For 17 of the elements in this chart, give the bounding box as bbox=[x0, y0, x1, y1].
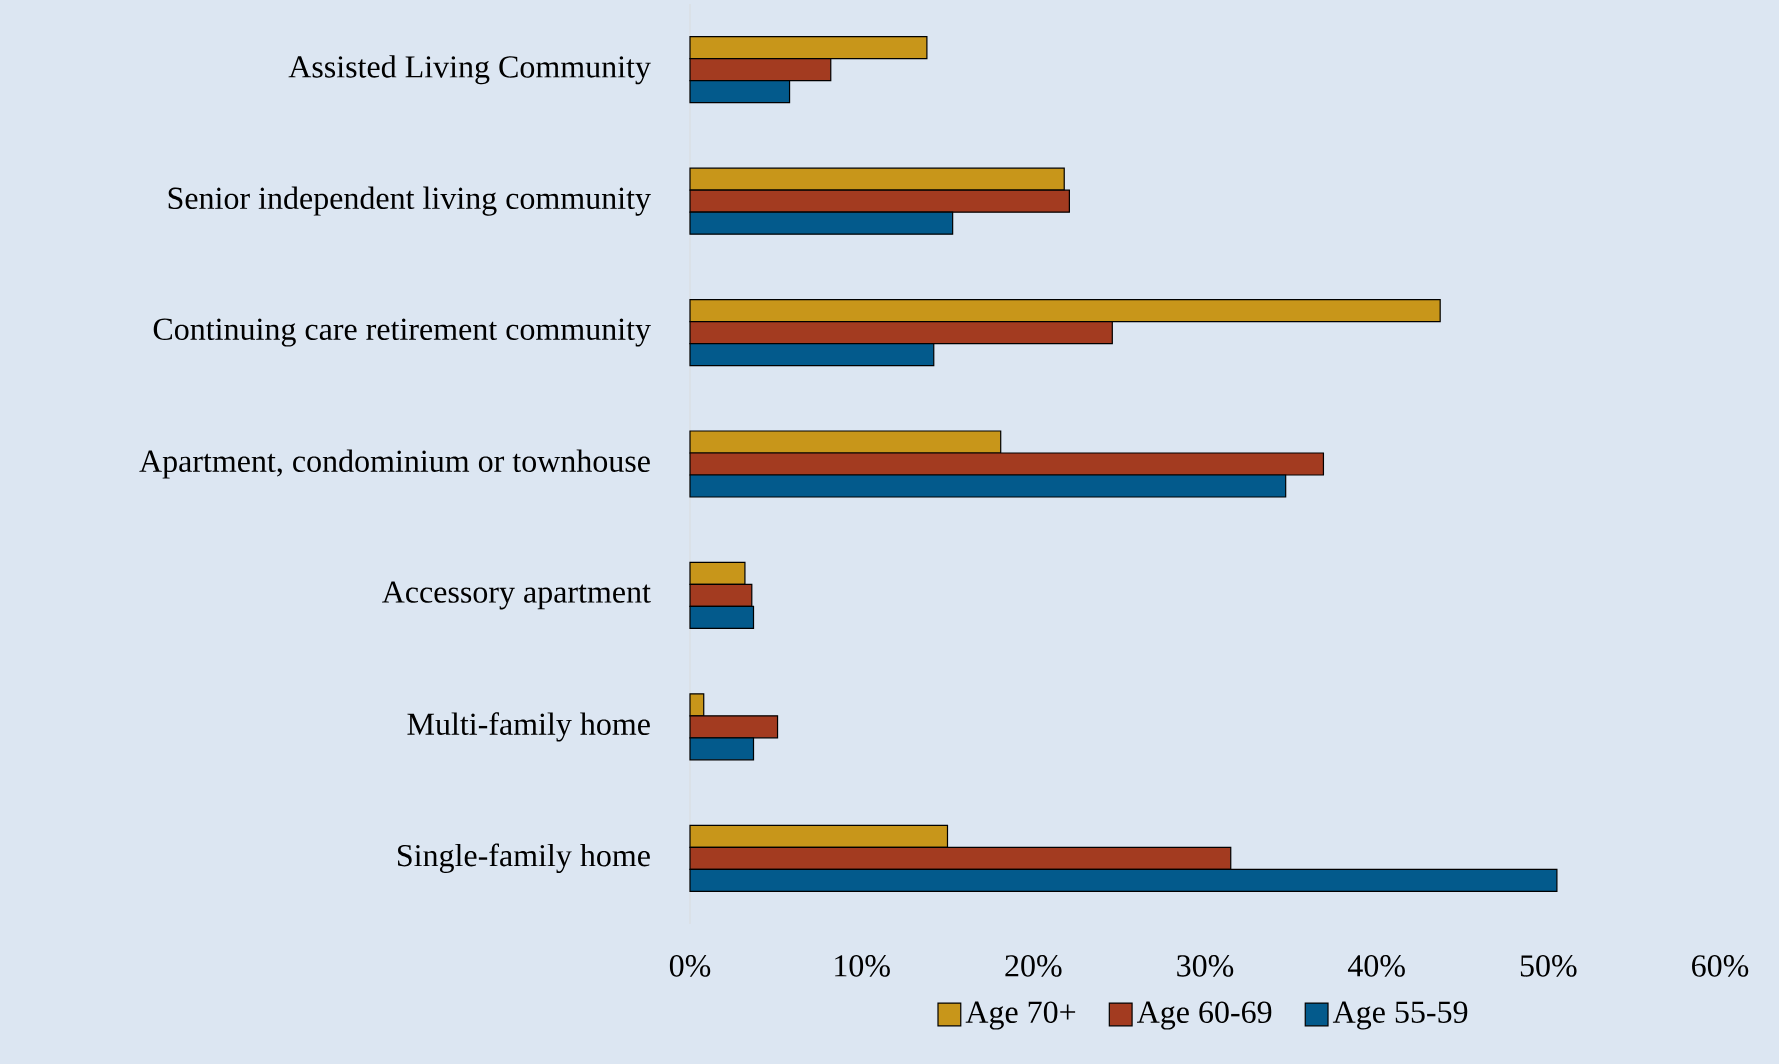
y-tick-label: Accessory apartment bbox=[382, 581, 651, 610]
y-tick-label: Continuing care retirement community bbox=[153, 318, 651, 347]
y-tick-label: Apartment, condominium or townhouse bbox=[139, 449, 650, 479]
y-tick-label: Senior independent living community bbox=[168, 186, 651, 216]
x-tick-label: 10% bbox=[835, 955, 890, 977]
x-tick-label: 30% bbox=[1177, 955, 1234, 977]
y-tick-label: Multi-family home bbox=[407, 712, 650, 742]
x-tick-label: 60% bbox=[1692, 955, 1749, 977]
x-tick-label: 20% bbox=[1005, 955, 1062, 977]
x-tick-label: 40% bbox=[1347, 955, 1405, 977]
y-tick-label: Single-family home bbox=[398, 843, 650, 873]
legend-label: Age 55-59 bbox=[1332, 1001, 1468, 1030]
x-tick-label: 0% bbox=[669, 955, 711, 977]
legend-label: Age 70+ bbox=[965, 1001, 1076, 1030]
x-tick-label: 50% bbox=[1520, 955, 1577, 977]
y-tick-label: Assisted Living Community bbox=[288, 55, 651, 85]
legend-label: Age 60-69 bbox=[1137, 1001, 1272, 1030]
